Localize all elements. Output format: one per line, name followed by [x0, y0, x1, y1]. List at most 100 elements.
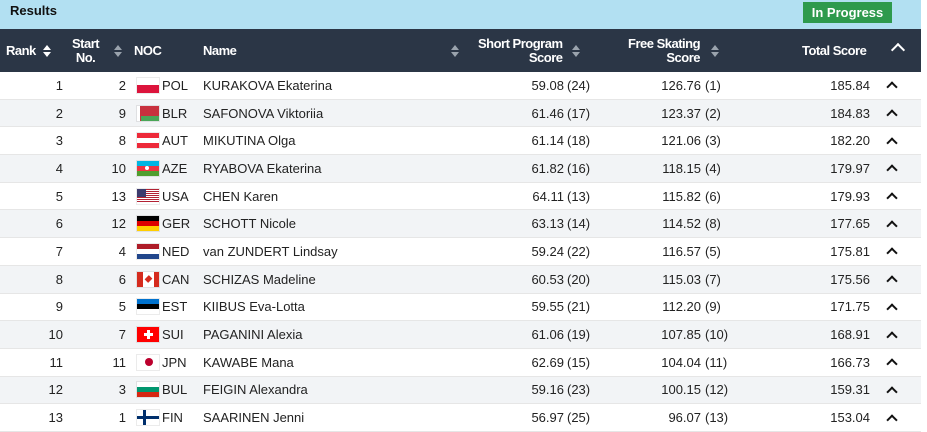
- short-program-rank-cell: (21): [567, 299, 591, 315]
- total-score-cell: 153.04: [830, 410, 870, 426]
- noc-cell: BUL: [162, 382, 188, 398]
- sort-icon[interactable]: [710, 44, 720, 57]
- table-row[interactable]: 10 7 SUI PAGANINI Alexia 61.06 (19) 107.…: [0, 321, 921, 349]
- free-skating-score-cell: 123.37: [661, 105, 701, 121]
- short-program-score-cell: 61.14: [531, 133, 564, 149]
- expand-row-icon[interactable]: [886, 377, 908, 404]
- short-program-score-cell: 59.55: [531, 299, 564, 315]
- rank-cell: 12: [48, 382, 63, 398]
- expand-row-icon[interactable]: [886, 72, 908, 99]
- sort-icon[interactable]: [450, 44, 460, 57]
- results-title: Results: [10, 3, 57, 18]
- flag-icon: [137, 72, 161, 99]
- name-cell: KURAKOVA Ekaterina: [203, 77, 333, 93]
- total-score-cell: 166.73: [830, 354, 870, 370]
- noc-cell: AUT: [162, 133, 188, 149]
- rank-cell: 6: [55, 216, 63, 232]
- column-start-no[interactable]: Start No.: [72, 29, 123, 72]
- free-skating-rank-cell: (4): [705, 160, 721, 176]
- total-score-cell: 182.20: [830, 133, 870, 149]
- sort-icon[interactable]: [42, 44, 52, 57]
- free-skating-score-cell: 115.82: [662, 188, 701, 204]
- name-cell: SAFONOVA Viktoriia: [203, 105, 324, 121]
- rank-cell: 1: [55, 77, 63, 93]
- expand-row-icon[interactable]: [886, 404, 908, 431]
- table-row[interactable]: 6 12 GER SCHOTT Nicole 63.13 (14) 114.52…: [0, 210, 921, 239]
- noc-cell: JPN: [162, 354, 187, 370]
- table-row[interactable]: 5 13 USA CHEN Karen 64.11 (13) 115.82 (6…: [0, 183, 921, 211]
- table-row[interactable]: 8 6 CAN SCHIZAS Madeline 60.53 (20) 115.…: [0, 265, 921, 294]
- table-row[interactable]: 12 3 BUL FEIGIN Alexandra 59.16 (23) 100…: [0, 376, 921, 405]
- free-skating-rank-cell: (12): [705, 382, 729, 398]
- column-noc-label: NOC: [134, 42, 162, 58]
- table-row[interactable]: 2 9 BLR SAFONOVA Viktoriia 61.46 (17) 12…: [0, 99, 921, 128]
- expand-row-icon[interactable]: [886, 127, 908, 154]
- column-fs-label-2: Score: [666, 49, 701, 65]
- flag-icon: [137, 183, 161, 210]
- short-program-rank-cell: (15): [567, 354, 591, 370]
- short-program-rank-cell: (20): [567, 271, 591, 287]
- flag-icon: [137, 266, 161, 293]
- sort-name-control[interactable]: [444, 29, 460, 72]
- expand-row-icon[interactable]: [886, 210, 908, 237]
- expand-row-icon[interactable]: [886, 100, 908, 127]
- short-program-rank-cell: (16): [567, 160, 591, 176]
- short-program-score-cell: 60.53: [531, 271, 564, 287]
- start-no-cell: 8: [118, 133, 126, 149]
- column-name-label: Name: [203, 42, 237, 58]
- total-score-cell: 184.83: [830, 105, 870, 121]
- expand-row-icon[interactable]: [886, 183, 908, 210]
- expand-row-icon[interactable]: [886, 266, 908, 293]
- flag-icon: [137, 321, 161, 348]
- total-score-cell: 171.75: [830, 299, 870, 315]
- expand-row-icon[interactable]: [886, 349, 908, 376]
- short-program-rank-cell: (23): [567, 382, 591, 398]
- table-row[interactable]: 3 8 AUT MIKUTINA Olga 61.14 (18) 121.06 …: [0, 127, 921, 156]
- short-program-score-cell: 59.16: [531, 382, 564, 398]
- collapse-all-icon[interactable]: [890, 42, 906, 58]
- expand-row-icon[interactable]: [886, 321, 908, 348]
- start-no-cell: 3: [118, 382, 126, 398]
- rank-cell: 13: [48, 410, 63, 426]
- table-row[interactable]: 7 4 NED van ZUNDERT Lindsay 59.24 (22) 1…: [0, 238, 921, 266]
- column-noc: NOC: [134, 29, 162, 72]
- total-score-cell: 175.56: [830, 271, 870, 287]
- start-no-cell: 12: [111, 216, 126, 232]
- expand-row-icon[interactable]: [886, 238, 908, 265]
- name-cell: van ZUNDERT Lindsay: [203, 243, 338, 259]
- noc-cell: FIN: [162, 410, 183, 426]
- flag-icon: [137, 155, 161, 182]
- short-program-score-cell: 63.13: [531, 216, 564, 232]
- column-free-skating[interactable]: Free Skating Score: [628, 29, 720, 72]
- start-no-cell: 9: [118, 105, 126, 121]
- column-rank[interactable]: Rank: [6, 29, 52, 72]
- free-skating-score-cell: 100.15: [661, 382, 701, 398]
- sort-icon[interactable]: [113, 44, 123, 57]
- name-cell: PAGANINI Alexia: [203, 327, 303, 343]
- expand-row-icon[interactable]: [886, 294, 908, 321]
- free-skating-score-cell: 104.04: [661, 354, 701, 370]
- start-no-cell: 5: [118, 299, 126, 315]
- short-program-rank-cell: (18): [567, 133, 591, 149]
- column-sp-label-2: Score: [528, 49, 563, 65]
- table-row[interactable]: 4 10 AZE RYABOVA Ekaterina 61.82 (16) 11…: [0, 155, 921, 183]
- rank-cell: 9: [55, 299, 63, 315]
- sort-icon[interactable]: [571, 44, 581, 57]
- total-score-cell: 175.81: [830, 243, 870, 259]
- name-cell: RYABOVA Ekaterina: [203, 160, 322, 176]
- table-row[interactable]: 13 1 FIN SAARINEN Jenni 56.97 (25) 96.07…: [0, 404, 921, 432]
- status-badge: In Progress: [803, 2, 892, 23]
- noc-cell: USA: [162, 188, 189, 204]
- column-short-program[interactable]: Short Program Score: [478, 29, 581, 72]
- table-row[interactable]: 11 11 JPN KAWABE Mana 62.69 (15) 104.04 …: [0, 349, 921, 377]
- table-row[interactable]: 9 5 EST KIIBUS Eva-Lotta 59.55 (21) 112.…: [0, 294, 921, 322]
- name-cell: SCHIZAS Madeline: [203, 271, 316, 287]
- noc-cell: BLR: [162, 105, 188, 121]
- total-score-cell: 177.65: [830, 216, 870, 232]
- table-row[interactable]: 1 2 POL KURAKOVA Ekaterina 59.08 (24) 12…: [0, 72, 921, 100]
- column-total-label: Total Score: [802, 42, 867, 58]
- expand-row-icon[interactable]: [886, 155, 908, 182]
- column-fs-label: Free Skating: [628, 35, 701, 51]
- results-bar: Results In Progress: [0, 0, 921, 29]
- start-no-cell: 2: [118, 77, 126, 93]
